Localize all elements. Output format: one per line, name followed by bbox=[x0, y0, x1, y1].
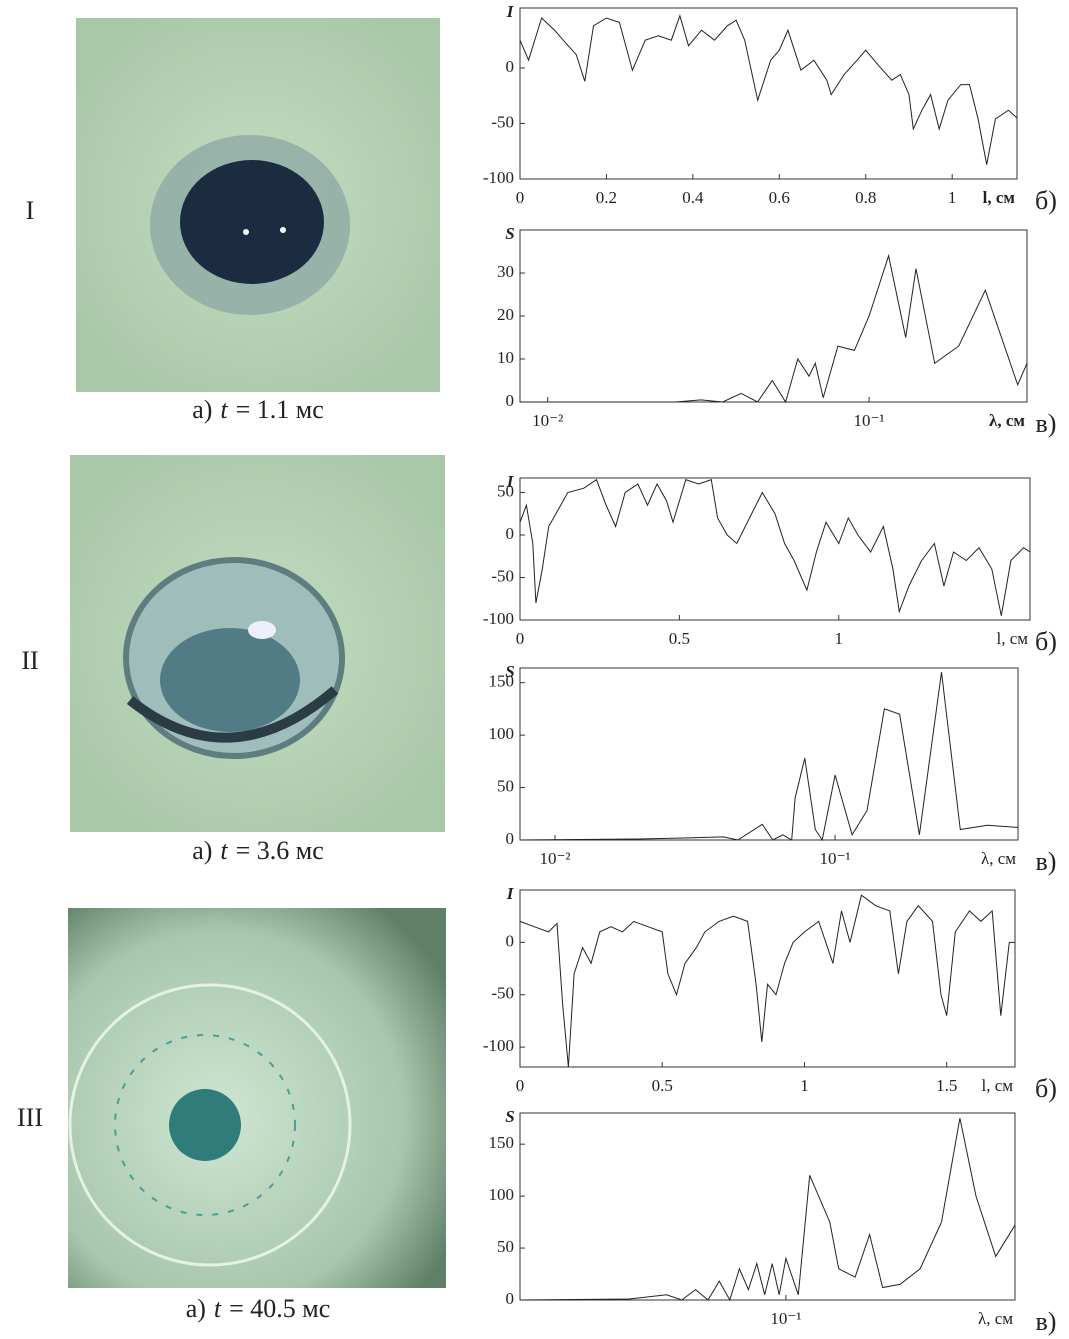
photo-3 bbox=[68, 908, 446, 1288]
panel-letter: в) bbox=[1036, 1307, 1057, 1336]
x-axis-label: λ, см bbox=[989, 411, 1025, 430]
y-tick-label: -50 bbox=[491, 112, 514, 131]
y-axis-label: S bbox=[505, 224, 514, 243]
plot-frame bbox=[519, 889, 1016, 1068]
panel-letter: б) bbox=[1035, 186, 1057, 215]
data-line bbox=[519, 672, 1019, 842]
caption-var: t bbox=[214, 1294, 222, 1323]
y-tick-label: 20 bbox=[497, 305, 514, 324]
x-tick-label: 1 bbox=[800, 1076, 809, 1095]
row-label: I bbox=[26, 196, 35, 225]
caption-value: = 1.1 мс bbox=[236, 395, 324, 424]
row-label: II bbox=[21, 646, 38, 675]
caption-label: а) bbox=[192, 836, 212, 865]
y-tick-label: 50 bbox=[497, 481, 514, 500]
x-tick-label: 0 bbox=[516, 1076, 525, 1095]
caption-value: = 3.6 мс bbox=[236, 836, 324, 865]
plot-frame bbox=[519, 477, 1031, 621]
photo-1 bbox=[76, 18, 440, 392]
y-tick-label: -100 bbox=[483, 609, 514, 628]
y-tick-label: 0 bbox=[506, 391, 515, 410]
y-tick-label: 0 bbox=[506, 524, 515, 543]
x-tick-label: 0 bbox=[516, 629, 525, 648]
y-tick-label: -50 bbox=[491, 566, 514, 585]
x-tick-label: 0.5 bbox=[652, 1076, 673, 1095]
caption: а) t = 3.6 мс bbox=[192, 836, 324, 865]
y-tick-label: 0 bbox=[506, 931, 515, 950]
y-tick-label: 0 bbox=[506, 57, 515, 76]
y-axis-label: I bbox=[506, 884, 515, 903]
y-axis-label: S bbox=[505, 662, 514, 681]
plot-frame bbox=[519, 7, 1018, 180]
x-tick-label: 0.2 bbox=[596, 188, 617, 207]
data-line bbox=[519, 14, 1018, 165]
row-label: III bbox=[17, 1103, 43, 1132]
caption-var: t bbox=[220, 395, 228, 424]
x-axis-label: λ, см bbox=[978, 1309, 1013, 1328]
y-tick-label: 50 bbox=[497, 1237, 514, 1256]
y-tick-label: 0 bbox=[506, 1289, 515, 1308]
y-tick-label: 0 bbox=[506, 829, 515, 848]
plot-frame bbox=[519, 229, 1028, 403]
panel-letter: б) bbox=[1035, 1074, 1057, 1103]
x-tick-label: 1 bbox=[948, 188, 957, 207]
caption-value: = 40.5 мс bbox=[229, 1294, 330, 1323]
panel-letter: в) bbox=[1036, 409, 1057, 438]
x-tick-label: 10⁻² bbox=[539, 849, 570, 868]
x-tick-label: 10⁻¹ bbox=[820, 849, 851, 868]
caption-label: а) bbox=[186, 1294, 206, 1323]
caption-label: а) bbox=[192, 395, 212, 424]
data-line bbox=[519, 894, 1015, 1068]
x-tick-label: 10⁻¹ bbox=[854, 411, 885, 430]
panel-letter: в) bbox=[1036, 847, 1057, 876]
x-tick-label: 0.5 bbox=[669, 629, 690, 648]
y-axis-label: I bbox=[506, 2, 515, 21]
photo-2 bbox=[70, 455, 445, 832]
x-tick-label: 0.4 bbox=[682, 188, 704, 207]
caption: а) t = 1.1 мс bbox=[192, 395, 324, 424]
y-tick-label: 100 bbox=[489, 1185, 515, 1204]
x-axis-label: l, см bbox=[983, 188, 1016, 207]
y-tick-label: -100 bbox=[483, 168, 514, 187]
x-tick-label: 10⁻¹ bbox=[770, 1309, 801, 1328]
x-axis-label: l, см bbox=[981, 1076, 1013, 1095]
y-tick-label: 150 bbox=[489, 672, 515, 691]
caption-var: t bbox=[220, 836, 228, 865]
y-tick-label: -50 bbox=[491, 984, 514, 1003]
y-tick-label: 30 bbox=[497, 262, 514, 281]
x-tick-label: 0.6 bbox=[769, 188, 790, 207]
x-tick-label: 1.5 bbox=[936, 1076, 957, 1095]
x-tick-label: 1 bbox=[835, 629, 844, 648]
data-line bbox=[519, 1118, 1016, 1302]
y-tick-label: 150 bbox=[489, 1133, 515, 1152]
data-line bbox=[519, 478, 1031, 616]
x-tick-label: 10⁻² bbox=[532, 411, 563, 430]
y-axis-label: I bbox=[506, 472, 515, 491]
plot-frame bbox=[519, 1112, 1016, 1301]
x-tick-label: 0 bbox=[516, 188, 525, 207]
x-tick-label: 0.8 bbox=[855, 188, 876, 207]
y-tick-label: -100 bbox=[483, 1036, 514, 1055]
y-tick-label: 100 bbox=[489, 724, 515, 743]
data-line bbox=[520, 253, 1028, 404]
x-axis-label: λ, см bbox=[981, 849, 1016, 868]
y-tick-label: 50 bbox=[497, 776, 514, 795]
panel-letter: б) bbox=[1035, 627, 1057, 656]
x-axis-label: l, см bbox=[996, 629, 1028, 648]
caption: а) t = 40.5 мс bbox=[186, 1294, 331, 1323]
y-axis-label: S bbox=[505, 1107, 514, 1126]
plot-frame bbox=[519, 667, 1019, 841]
y-tick-label: 10 bbox=[497, 348, 514, 367]
